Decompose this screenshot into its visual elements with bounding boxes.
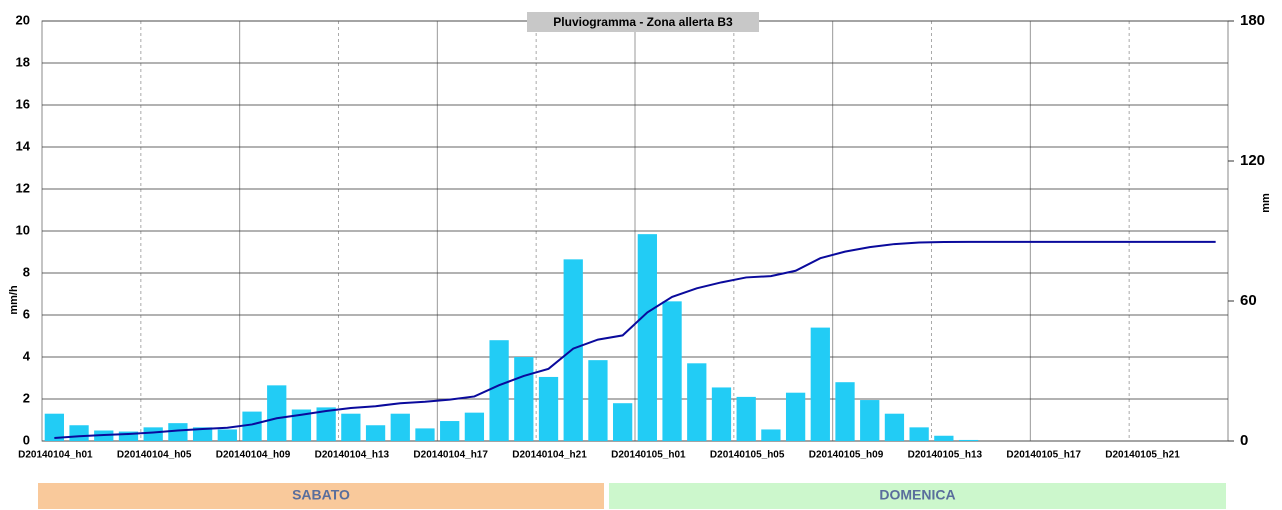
bar — [415, 428, 435, 441]
bar — [736, 396, 756, 441]
x-tick-label: D20140105_h13 — [908, 450, 983, 461]
chart-title: Pluviogramma - Zona allerta B3 — [553, 15, 733, 29]
bar — [143, 427, 163, 441]
y-tick-label: 20 — [16, 12, 30, 27]
x-tick-label: D20140104_h05 — [117, 450, 192, 461]
y-tick-label: 0 — [23, 432, 30, 447]
x-tick-label: D20140104_h09 — [216, 450, 291, 461]
y-tick-label: 8 — [23, 264, 30, 279]
x-tick-label: D20140104_h01 — [18, 450, 93, 461]
bar — [810, 327, 830, 441]
bar — [291, 409, 312, 441]
x-tick-label: D20140105_h09 — [809, 450, 884, 461]
bar — [835, 382, 855, 441]
day-band — [38, 483, 604, 509]
y-tick-label: 14 — [16, 138, 31, 153]
bar — [242, 411, 262, 441]
y-tick-label: 16 — [16, 96, 30, 111]
bar — [884, 413, 905, 441]
bar — [44, 413, 64, 441]
bar — [118, 431, 139, 441]
y-tick-label: 18 — [16, 54, 30, 69]
day-band-label: SABATO — [292, 487, 350, 503]
bar — [267, 385, 287, 441]
bar — [761, 429, 781, 441]
bar — [637, 234, 657, 441]
bar — [390, 413, 410, 441]
y-tick-label: 10 — [16, 222, 30, 237]
bar — [785, 392, 806, 441]
bar — [217, 429, 237, 441]
title-background — [527, 12, 759, 32]
bar — [687, 363, 707, 441]
x-tick-label: D20140105_h01 — [611, 450, 686, 461]
y-tick-label: 2 — [23, 390, 30, 405]
y-tick-label: 12 — [16, 180, 30, 195]
y2-tick-label: 120 — [1240, 152, 1265, 169]
x-tick-label: D20140105_h05 — [710, 450, 785, 461]
bar — [538, 376, 559, 441]
bar — [613, 403, 633, 441]
y-tick-label: 6 — [23, 306, 30, 321]
bar — [909, 427, 929, 441]
bar — [711, 387, 732, 441]
cumulative-line — [54, 240, 1216, 439]
bar — [69, 425, 89, 441]
bar — [489, 340, 509, 441]
bar — [464, 412, 485, 441]
y2-tick-label: 180 — [1240, 12, 1265, 29]
bar — [341, 413, 361, 441]
bar — [192, 427, 213, 441]
x-tick-label: D20140105_h21 — [1105, 450, 1180, 461]
bar — [365, 425, 386, 441]
bar — [440, 421, 460, 441]
bar — [958, 439, 979, 441]
y-tick-label: 4 — [23, 348, 31, 363]
day-band-label: DOMENICA — [879, 487, 955, 503]
bar — [563, 259, 583, 441]
x-tick-label: D20140104_h17 — [413, 450, 488, 461]
bar — [662, 301, 682, 441]
y2-tick-label: 0 — [1240, 432, 1248, 449]
bar — [588, 360, 608, 441]
x-tick-label: D20140104_h21 — [512, 450, 587, 461]
y2-axis-label: mm — [1260, 193, 1272, 213]
bar — [514, 357, 534, 441]
bar — [934, 435, 954, 441]
bar — [168, 423, 188, 441]
x-tick-label: D20140105_h17 — [1006, 450, 1081, 461]
bar — [860, 400, 880, 441]
y2-tick-label: 60 — [1240, 292, 1257, 309]
day-band — [609, 483, 1226, 509]
y-axis-label: mm/h — [8, 285, 20, 315]
x-tick-label: D20140104_h13 — [315, 450, 390, 461]
bar — [316, 407, 336, 441]
